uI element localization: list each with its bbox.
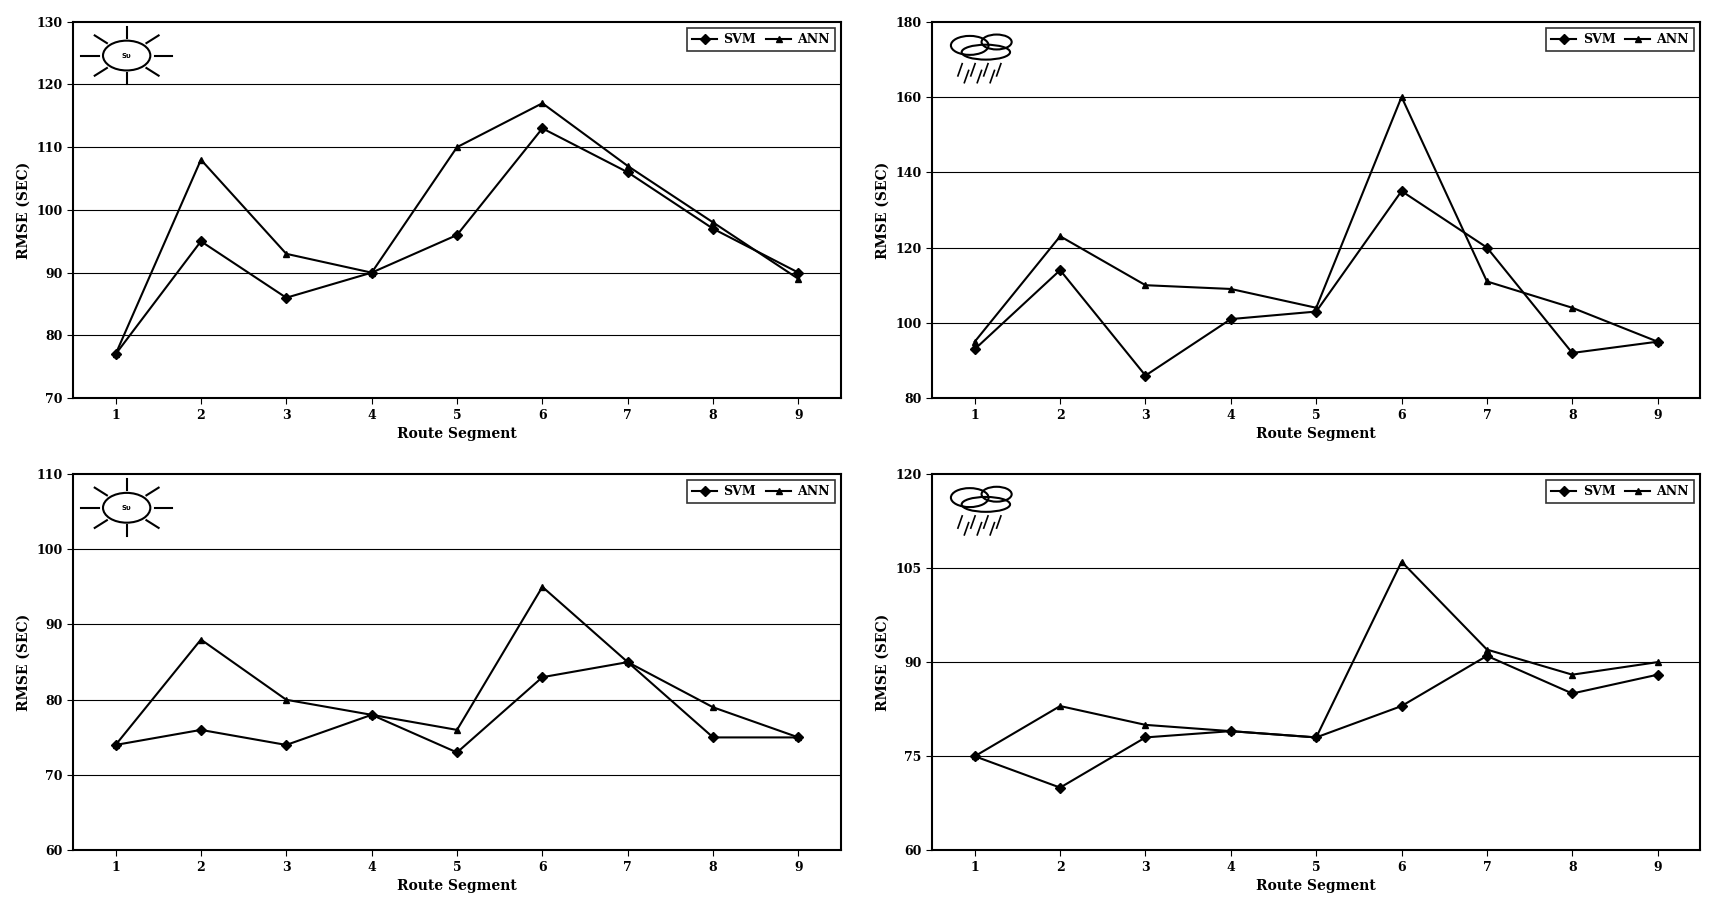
ANN [1477,644,1497,655]
ANN [1562,669,1583,680]
X-axis label: Route Segment: Route Segment [1257,427,1375,441]
SVM [446,229,467,240]
Line: SVM: SVM [112,659,802,756]
SVM [1647,669,1667,680]
ANN [788,274,809,285]
ANN [702,217,723,228]
ANN [1391,556,1411,567]
SVM [618,167,639,177]
Line: SVM: SVM [112,125,802,358]
SVM [788,268,809,278]
SVM [1135,370,1156,381]
ANN [1391,92,1411,103]
ANN [1049,231,1070,242]
ANN [1307,732,1327,743]
SVM [1221,314,1241,325]
SVM [361,710,381,721]
SVM [1307,732,1327,743]
SVM [1049,783,1070,794]
SVM [1221,725,1241,736]
SVM [1562,688,1583,699]
SVM [1477,242,1497,253]
SVM [1391,701,1411,712]
ANN [788,732,809,743]
ANN [105,740,125,751]
SVM [105,349,125,359]
Y-axis label: RMSE (SEC): RMSE (SEC) [876,613,889,711]
ANN [1307,302,1327,313]
X-axis label: Route Segment: Route Segment [397,427,517,441]
Legend: SVM, ANN: SVM, ANN [687,480,834,503]
Y-axis label: RMSE (SEC): RMSE (SEC) [17,161,31,258]
Legend: SVM, ANN: SVM, ANN [1547,480,1695,503]
SVM [276,292,297,303]
Line: ANN: ANN [972,94,1660,345]
SVM [276,740,297,751]
SVM [965,751,986,762]
ANN [1647,336,1667,347]
ANN [965,751,986,762]
Line: ANN: ANN [112,583,802,748]
Line: ANN: ANN [112,100,802,358]
ANN [361,710,381,721]
X-axis label: Route Segment: Route Segment [1257,879,1375,894]
ANN [965,336,986,347]
SVM [361,268,381,278]
ANN [702,702,723,713]
Legend: SVM, ANN: SVM, ANN [1547,28,1695,51]
SVM [1307,306,1327,317]
ANN [1221,725,1241,736]
SVM [446,747,467,758]
SVM [532,123,553,134]
SVM [1135,732,1156,743]
ANN [1221,284,1241,295]
ANN [446,724,467,735]
Legend: SVM, ANN: SVM, ANN [687,28,834,51]
ANN [446,142,467,153]
X-axis label: Route Segment: Route Segment [397,879,517,894]
SVM [105,740,125,751]
SVM [1647,336,1667,347]
SVM [618,657,639,668]
Line: ANN: ANN [972,558,1660,760]
SVM [191,236,211,247]
ANN [1135,720,1156,731]
ANN [532,581,553,592]
Line: SVM: SVM [972,187,1660,379]
ANN [1049,701,1070,712]
ANN [191,634,211,645]
Y-axis label: RMSE (SEC): RMSE (SEC) [17,613,31,711]
SVM [1049,265,1070,276]
SVM [532,672,553,682]
SVM [965,344,986,355]
Y-axis label: RMSE (SEC): RMSE (SEC) [876,161,889,258]
ANN [1647,657,1667,668]
SVM [788,732,809,743]
SVM [702,732,723,743]
SVM [702,223,723,234]
ANN [618,160,639,171]
ANN [276,694,297,705]
SVM [1477,651,1497,662]
ANN [618,657,639,668]
ANN [191,155,211,166]
ANN [276,248,297,259]
Line: SVM: SVM [972,652,1660,791]
ANN [532,97,553,108]
ANN [1477,276,1497,287]
SVM [191,724,211,735]
SVM [1391,186,1411,197]
SVM [1562,348,1583,359]
ANN [361,268,381,278]
ANN [1562,302,1583,313]
ANN [105,349,125,359]
ANN [1135,279,1156,290]
